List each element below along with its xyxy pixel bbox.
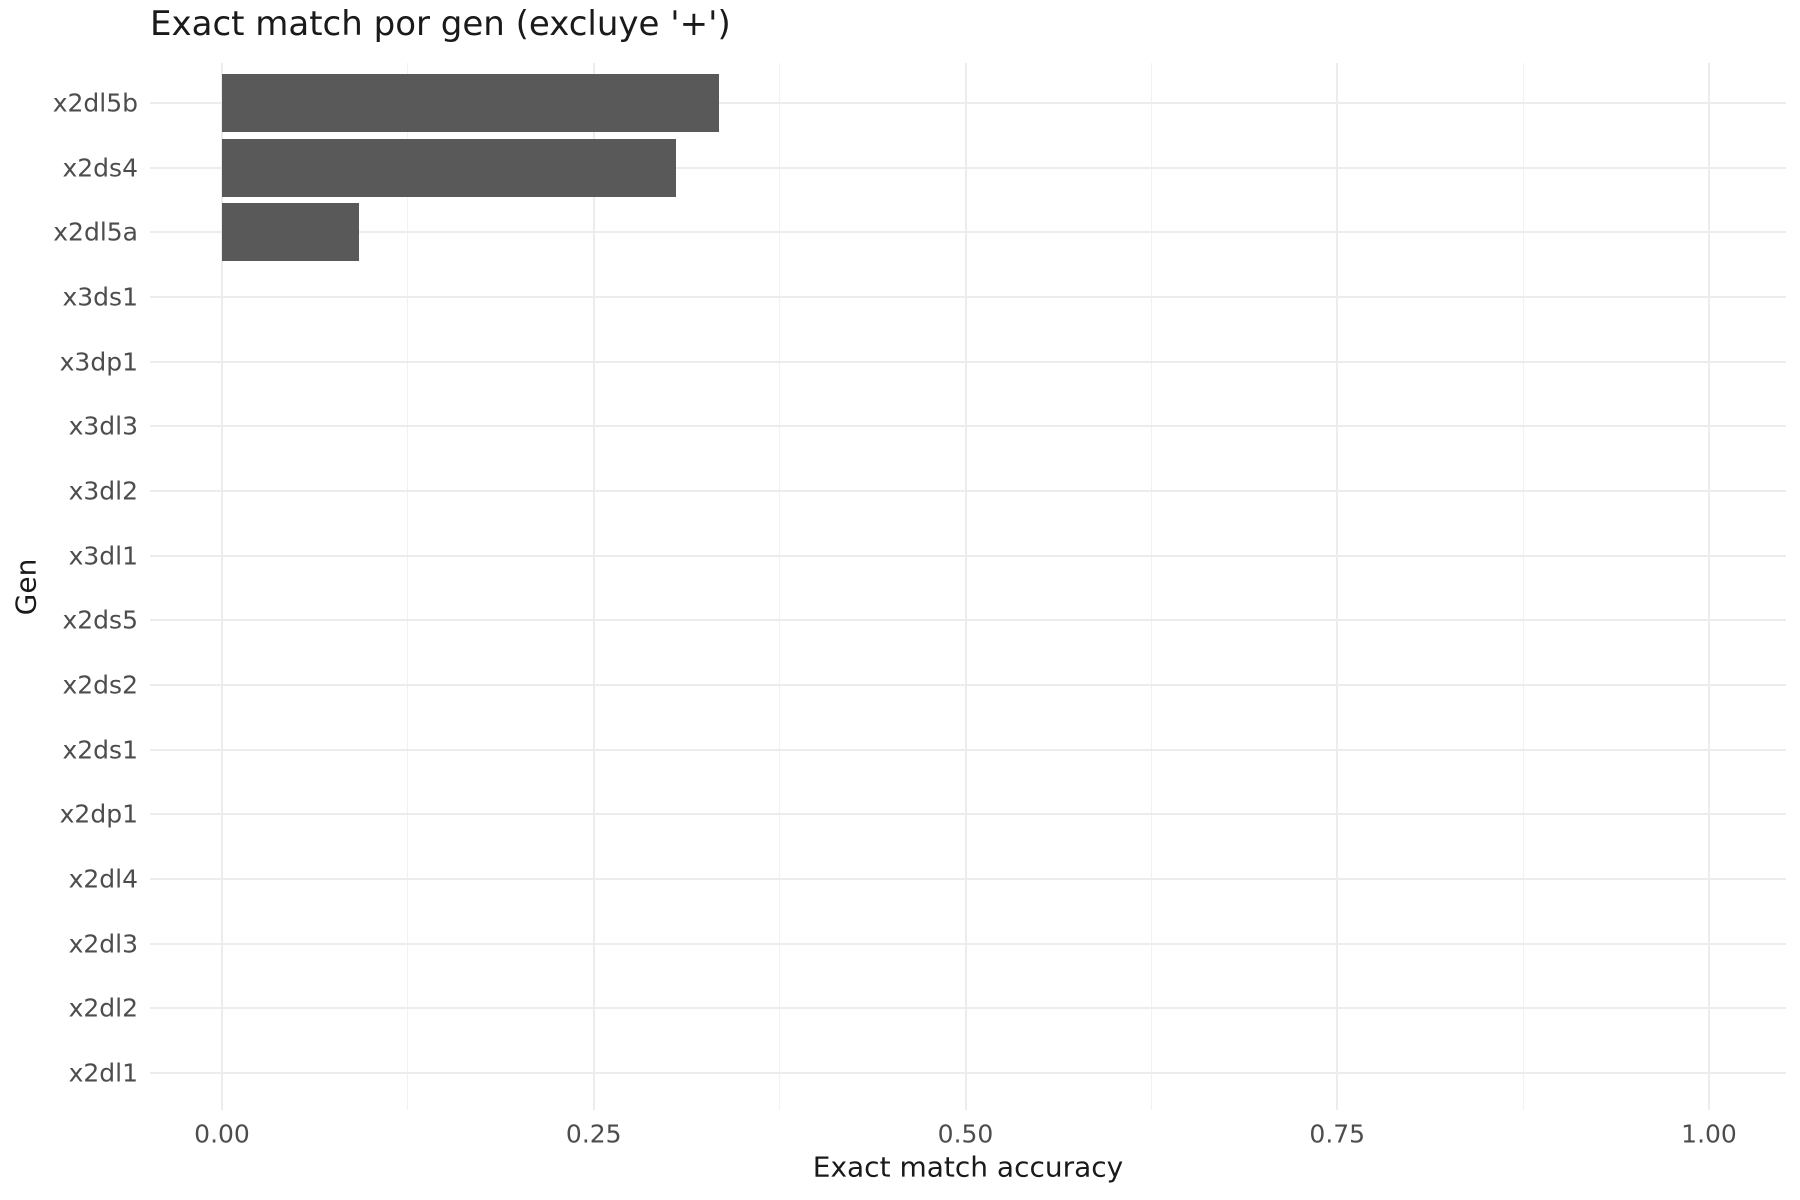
gridline-major-horizontal	[150, 813, 1786, 816]
x-tick-label: 1.00	[1681, 1119, 1737, 1149]
gridline-major-horizontal	[150, 1072, 1786, 1075]
gridline-major-horizontal	[150, 554, 1786, 557]
gridline-major-vertical	[1336, 63, 1339, 1110]
y-tick-label: x2dl1	[68, 1058, 138, 1088]
y-tick-label: x3dl3	[68, 411, 138, 441]
bar	[222, 74, 719, 132]
y-tick-label: x2dl5a	[53, 217, 138, 247]
gridline-major-vertical	[1708, 63, 1710, 1110]
gridline-major-vertical	[221, 63, 223, 1110]
gridline-major-horizontal	[150, 425, 1786, 428]
y-tick-label: x2ds5	[62, 605, 138, 635]
gridline-major-horizontal	[150, 102, 1786, 104]
gridline-major-horizontal	[150, 166, 1786, 169]
y-tick-label: x2dp1	[59, 799, 138, 829]
y-tick-label: x3dl2	[68, 476, 138, 506]
plot-panel	[150, 63, 1786, 1110]
y-tick-label: x2ds1	[62, 735, 138, 765]
gridline-major-vertical	[964, 63, 967, 1110]
y-tick-label: x3dl1	[68, 541, 138, 571]
y-tick-label: x2dl5b	[52, 88, 138, 118]
gridline-major-horizontal	[150, 490, 1786, 493]
gridline-major-horizontal	[150, 748, 1786, 751]
y-tick-label: x2dl3	[68, 929, 138, 959]
y-tick-label: x2ds2	[62, 670, 138, 700]
gridline-major-horizontal	[150, 1007, 1786, 1010]
gridline-major-horizontal	[150, 360, 1786, 363]
gridline-major-horizontal	[150, 619, 1786, 622]
y-tick-label: x2ds4	[62, 153, 138, 183]
y-tick-label: x2dl2	[68, 993, 138, 1023]
y-tick-label: x3dp1	[59, 347, 138, 377]
y-tick-label: x2dl4	[68, 864, 138, 894]
x-tick-label: 0.00	[194, 1119, 250, 1149]
gridline-major-horizontal	[150, 296, 1786, 298]
y-axis-title: Gen	[9, 558, 43, 616]
gridline-major-horizontal	[150, 684, 1786, 687]
gridline-major-horizontal	[150, 231, 1786, 234]
gridline-major-horizontal	[150, 878, 1786, 881]
y-tick-label: x3ds1	[62, 282, 138, 312]
gridline-minor-vertical	[1150, 63, 1152, 1110]
x-tick-label: 0.50	[937, 1119, 994, 1149]
x-tick-label: 0.25	[565, 1119, 622, 1149]
chart-title: Exact match por gen (excluye '+')	[150, 4, 731, 44]
gridline-major-vertical	[592, 63, 595, 1110]
gridline-minor-vertical	[1522, 63, 1524, 1110]
bar	[222, 203, 359, 262]
x-tick-label: 0.75	[1309, 1119, 1366, 1149]
gridline-minor-vertical	[779, 63, 781, 1110]
gridline-minor-vertical	[407, 63, 409, 1110]
x-axis-title: Exact match accuracy	[812, 1150, 1124, 1184]
gridline-major-horizontal	[150, 942, 1786, 945]
bar	[222, 138, 676, 197]
